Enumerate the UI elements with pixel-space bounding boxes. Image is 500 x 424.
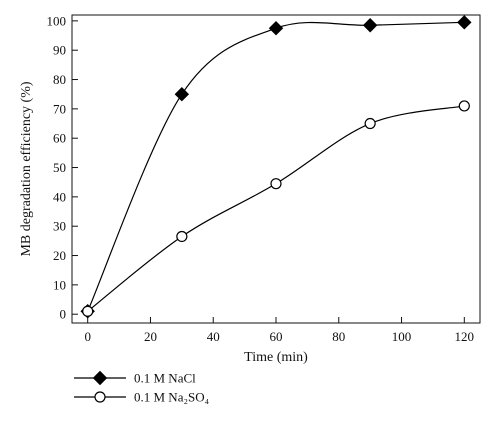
data-point xyxy=(457,15,472,30)
x-tick-label: 100 xyxy=(392,329,412,344)
y-tick-label: 100 xyxy=(47,13,67,28)
data-point xyxy=(268,20,284,36)
y-tick-label: 50 xyxy=(53,160,66,175)
series-1 xyxy=(80,15,472,319)
data-point xyxy=(176,230,188,243)
y-tick-label: 20 xyxy=(53,248,66,263)
y-tick-label: 70 xyxy=(53,101,66,116)
legend-label: 0.1 M NaCl xyxy=(134,371,196,386)
legend-label: 0.1 M Na₂SO₄ xyxy=(134,390,210,405)
x-tick-label: 80 xyxy=(332,329,345,344)
legend-marker xyxy=(94,391,106,403)
y-tick-label: 10 xyxy=(53,277,66,292)
y-tick-label: 30 xyxy=(53,219,66,234)
series-line xyxy=(87,21,465,312)
x-tick-label: 20 xyxy=(144,329,157,344)
axis-tick-labels: 0 20 40 60 80 100 120 0 10 20 30 40 50 60 70 80 90 100 xyxy=(47,13,475,344)
x-tick-label: 40 xyxy=(207,329,220,344)
y-tick-label: 90 xyxy=(53,43,66,58)
x-tick-label: 120 xyxy=(455,329,475,344)
series-layer xyxy=(80,15,472,319)
data-point xyxy=(458,100,470,112)
y-tick-label: 80 xyxy=(53,72,66,87)
x-tick-label: 0 xyxy=(84,329,91,344)
axis-ticks xyxy=(72,20,465,323)
x-tick-label: 60 xyxy=(270,329,283,344)
data-point xyxy=(270,178,282,190)
data-point xyxy=(174,86,190,102)
data-point xyxy=(364,117,376,130)
legend-item: 0.1 M Na₂SO₄ xyxy=(74,390,210,405)
data-point xyxy=(82,305,94,317)
series-line xyxy=(87,105,465,312)
series-2 xyxy=(82,100,470,317)
x-axis-label: Time (min) xyxy=(244,350,308,365)
plot-frame xyxy=(71,14,481,324)
y-tick-label: 40 xyxy=(53,189,66,204)
y-tick-label: 60 xyxy=(53,131,66,146)
y-axis-label: MB degradation efficiency (%) xyxy=(19,81,34,256)
legend-marker xyxy=(92,370,108,386)
y-tick-label: 0 xyxy=(60,307,67,322)
legend-item: 0.1 M NaCl xyxy=(74,371,196,386)
legend: 0.1 M NaCl 0.1 M Na₂SO₄ xyxy=(74,371,210,405)
data-point xyxy=(362,18,378,33)
